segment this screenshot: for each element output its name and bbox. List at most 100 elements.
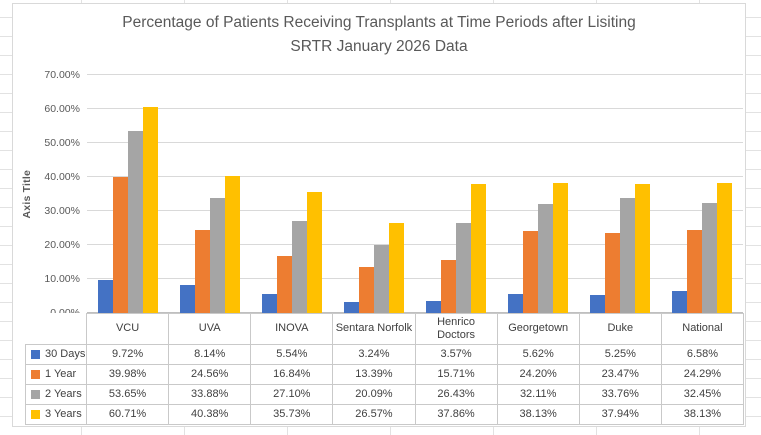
bar-group-national: [661, 75, 743, 313]
bar-30-days-national[interactable]: [672, 290, 687, 313]
value-30-days-uva: 8.14%: [169, 345, 252, 365]
bar-30-days-vcu[interactable]: [98, 279, 113, 313]
value-2-years-vcu: 53.65%: [87, 385, 170, 405]
series-name-2-years: 2 Years: [45, 387, 82, 400]
bar-group-duke: [579, 75, 661, 313]
value-3-years-inova: 35.73%: [251, 405, 334, 425]
y-axis-title: Axis Title: [21, 169, 33, 219]
value-1-year-vcu: 39.98%: [87, 365, 170, 385]
bar-1-year-sentara-norfolk[interactable]: [359, 267, 374, 313]
plot-area: 0.00%10.00%20.00%30.00%40.00%50.00%60.00…: [44, 69, 743, 319]
bar-3-years-vcu[interactable]: [143, 106, 158, 313]
legend-cell-3-years: 3 Years: [25, 405, 87, 425]
value-2-years-uva: 33.88%: [169, 385, 252, 405]
bar-1-year-vcu[interactable]: [113, 177, 128, 313]
bar-1-year-henrico-doctors[interactable]: [441, 259, 456, 313]
bar-2-years-duke[interactable]: [620, 198, 635, 313]
y-tick-label: 50.00%: [44, 137, 80, 149]
bar-2-years-national[interactable]: [702, 202, 717, 313]
legend-cell-30-days: 30 Days: [25, 345, 87, 365]
table-header-vcu: VCU: [87, 313, 170, 345]
chart-title-line-1: Percentage of Patients Receiving Transpl…: [122, 14, 636, 31]
value-30-days-georgetown: 5.62%: [497, 345, 580, 365]
bar-3-years-inova[interactable]: [307, 191, 322, 313]
series-name-30-days: 30 Days: [45, 347, 86, 360]
value-30-days-inova: 5.54%: [251, 345, 334, 365]
chart-title-line-2: SRTR January 2026 Data: [290, 38, 468, 55]
gridline: [87, 74, 743, 75]
bar-2-years-georgetown[interactable]: [538, 203, 553, 313]
bar-2-years-henrico-doctors[interactable]: [456, 223, 471, 313]
chart-title: Percentage of Patients Receiving Transpl…: [13, 11, 745, 59]
value-1-year-henrico-doctors: 15.71%: [415, 365, 498, 385]
x-axis-line: [87, 312, 743, 313]
bar-1-year-inova[interactable]: [277, 255, 292, 313]
bar-2-years-inova[interactable]: [292, 220, 307, 313]
value-1-year-duke: 23.47%: [579, 365, 662, 385]
value-3-years-national: 38.13%: [661, 405, 744, 425]
gridline: [87, 278, 743, 279]
value-1-year-georgetown: 24.20%: [497, 365, 580, 385]
y-tick-label: 30.00%: [44, 205, 80, 217]
bar-30-days-inova[interactable]: [262, 294, 277, 313]
value-3-years-henrico-doctors: 37.86%: [415, 405, 498, 425]
y-tick-label: 70.00%: [44, 69, 80, 81]
table-header-uva: UVA: [169, 313, 252, 345]
value-2-years-georgetown: 32.11%: [497, 385, 580, 405]
table-header-national: National: [661, 313, 744, 345]
bar-2-years-uva[interactable]: [210, 197, 225, 313]
bar-30-days-georgetown[interactable]: [508, 293, 523, 313]
bar-group-sentara-norfolk: [333, 75, 415, 313]
value-1-year-national: 24.29%: [661, 365, 744, 385]
bar-3-years-georgetown[interactable]: [553, 183, 568, 313]
y-tick-label: 10.00%: [44, 273, 80, 285]
bar-3-years-henrico-doctors[interactable]: [471, 184, 486, 313]
value-2-years-henrico-doctors: 26.43%: [415, 385, 498, 405]
bar-group-vcu: [87, 75, 169, 313]
value-30-days-vcu: 9.72%: [87, 345, 170, 365]
bar-3-years-duke[interactable]: [635, 184, 650, 313]
value-2-years-duke: 33.76%: [579, 385, 662, 405]
value-30-days-national: 6.58%: [661, 345, 744, 365]
value-3-years-duke: 37.94%: [579, 405, 662, 425]
series-name-3-years: 3 Years: [45, 407, 82, 420]
value-2-years-inova: 27.10%: [251, 385, 334, 405]
legend-swatch-30-days: [31, 350, 40, 359]
table-header-georgetown: Georgetown: [497, 313, 580, 345]
bar-30-days-sentara-norfolk[interactable]: [344, 301, 359, 313]
value-3-years-sentara-norfolk: 26.57%: [333, 405, 416, 425]
chart-object[interactable]: Percentage of Patients Receiving Transpl…: [12, 3, 746, 427]
bar-3-years-national[interactable]: [717, 183, 732, 313]
table-header-duke: Duke: [579, 313, 662, 345]
value-1-year-inova: 16.84%: [251, 365, 334, 385]
bar-3-years-sentara-norfolk[interactable]: [389, 222, 404, 313]
bar-30-days-uva[interactable]: [180, 285, 195, 313]
bar-2-years-vcu[interactable]: [128, 130, 143, 313]
legend-swatch-3-years: [31, 410, 40, 419]
table-header-sentara-norfolk: Sentara Norfolk: [333, 313, 416, 345]
bar-3-years-uva[interactable]: [225, 175, 240, 313]
table-header-henrico-doctors: Henrico Doctors: [415, 313, 498, 345]
bar-30-days-henrico-doctors[interactable]: [426, 300, 441, 313]
bar-1-year-duke[interactable]: [605, 233, 620, 313]
bar-group-henrico-doctors: [415, 75, 497, 313]
bar-2-years-sentara-norfolk[interactable]: [374, 244, 389, 313]
value-30-days-duke: 5.25%: [579, 345, 662, 365]
legend-swatch-1-year: [31, 370, 40, 379]
y-tick-label: 60.00%: [44, 103, 80, 115]
bar-1-year-national[interactable]: [687, 230, 702, 313]
table-corner-cell: [25, 313, 87, 345]
gridline: [87, 210, 743, 211]
value-3-years-georgetown: 38.13%: [497, 405, 580, 425]
bar-30-days-duke[interactable]: [590, 295, 605, 313]
gridline: [87, 244, 743, 245]
gridline: [87, 142, 743, 143]
bar-1-year-georgetown[interactable]: [523, 230, 538, 313]
bar-1-year-uva[interactable]: [195, 229, 210, 313]
value-3-years-uva: 40.38%: [169, 405, 252, 425]
series-name-1-year: 1 Year: [45, 367, 77, 380]
bar-group-uva: [169, 75, 251, 313]
y-tick-label: 40.00%: [44, 171, 80, 183]
table-header-inova: INOVA: [251, 313, 334, 345]
value-2-years-sentara-norfolk: 20.09%: [333, 385, 416, 405]
